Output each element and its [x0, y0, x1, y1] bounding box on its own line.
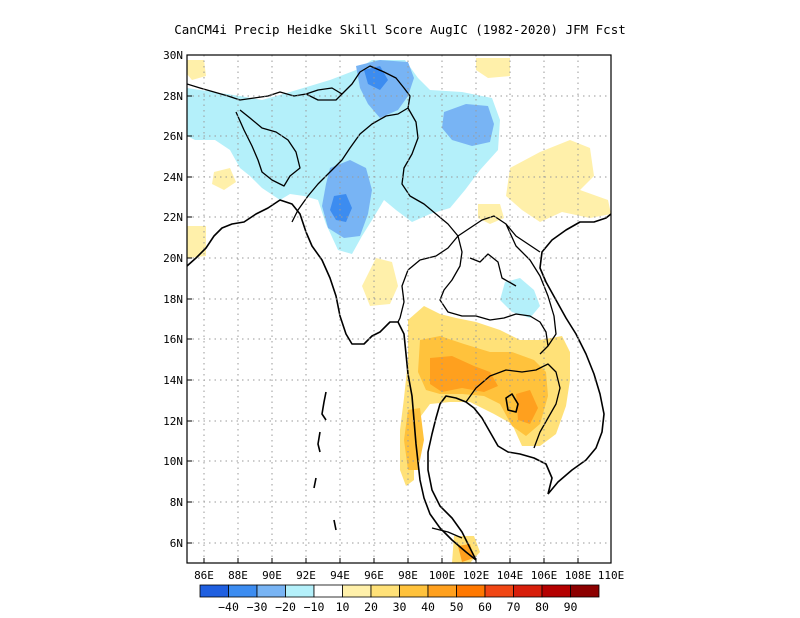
border-thailand-malaysia [431, 527, 463, 539]
colorbar-swatch [256, 584, 286, 598]
positive-skill-region-light-3 [362, 258, 398, 306]
lat-tick-label: 28N [163, 90, 183, 103]
lon-tick-label: 108E [565, 569, 592, 582]
colorbar-label: 50 [450, 600, 464, 614]
border-nepal-india [187, 83, 307, 101]
lat-tick-label: 24N [163, 171, 183, 184]
border-india-myanmar [291, 115, 387, 223]
colorbar-label: 90 [564, 600, 578, 614]
coast-gulf-thailand [427, 395, 553, 561]
map-gridlines [187, 55, 611, 563]
coast-vietnam [539, 213, 611, 495]
lat-tick-label: 20N [163, 252, 183, 265]
positive-skill-region-light-2 [506, 140, 611, 222]
colorbar-label: 70 [507, 600, 521, 614]
positive-skill-region-orange-light-2 [404, 408, 424, 470]
lon-tick-label: 100E [429, 569, 456, 582]
colorbar-swatch [313, 584, 343, 598]
map-frame [186, 54, 612, 564]
axis-ticks [187, 95, 579, 563]
map-title: CanCM4i Precip Heidke Skill Score AugIC … [174, 22, 626, 37]
lat-tick-label: 12N [163, 415, 183, 428]
colorbar-swatch [541, 584, 571, 598]
colorbar-swatch [570, 584, 600, 598]
skill-shading [187, 58, 611, 563]
colorbar-swatch [342, 584, 372, 598]
colorbar-label: 80 [535, 600, 549, 614]
colorbar-swatch [427, 584, 457, 598]
lon-tick-label: 86E [194, 569, 214, 582]
positive-skill-region-light-7 [478, 204, 504, 224]
lat-tick-label: 10N [163, 455, 183, 468]
colorbar-swatch [228, 584, 258, 598]
lon-tick-label: 106E [531, 569, 558, 582]
lat-tick-labels: 30N 28N 26N 24N 22N 20N 18N 16N 14N 12N … [163, 49, 183, 550]
colorbar [199, 584, 600, 598]
lon-tick-label: 96E [364, 569, 384, 582]
colorbar-swatch [513, 584, 543, 598]
coastlines [187, 199, 611, 561]
colorbar-swatch [199, 584, 229, 598]
lat-tick-label: 30N [163, 49, 183, 62]
positive-skill-region-light-1 [476, 58, 510, 78]
lon-tick-label: 104E [497, 569, 524, 582]
lon-tick-label: 102E [463, 569, 490, 582]
lon-tick-label: 88E [228, 569, 248, 582]
colorbar-label: 40 [421, 600, 435, 614]
colorbar-label: −20 [275, 600, 296, 614]
coast-bengal-bay [187, 199, 477, 561]
colorbar-label: −30 [247, 600, 268, 614]
lon-tick-label: 90E [262, 569, 282, 582]
lon-tick-labels: 86E 88E 90E 92E 94E 96E 98E 100E 102E 10… [194, 569, 624, 582]
lat-tick-label: 16N [163, 333, 183, 346]
colorbar-label: −40 [218, 600, 239, 614]
lon-tick-label: 92E [296, 569, 316, 582]
positive-skill-region-orange-2 [516, 390, 538, 424]
country-borders [187, 65, 561, 539]
border-laos-thailand [439, 235, 549, 347]
lat-tick-label: 22N [163, 211, 183, 224]
lon-tick-label: 110E [598, 569, 625, 582]
positive-skill-region-light-4 [187, 226, 206, 258]
colorbar-swatch [285, 584, 315, 598]
border-bangladesh [235, 109, 301, 187]
negative-skill-region-dark-2 [330, 194, 352, 222]
negative-skill-region-light-2 [500, 278, 540, 318]
border-cambodia [465, 363, 561, 449]
colorbar-label: 20 [364, 600, 378, 614]
negative-skill-region-mid-3 [442, 104, 494, 146]
colorbar-label: 60 [478, 600, 492, 614]
colorbar-swatch [399, 584, 429, 598]
colorbar-swatch [370, 584, 400, 598]
negative-skill-region-dark [364, 66, 388, 90]
lat-tick-label: 14N [163, 374, 183, 387]
andaman-islands [313, 391, 337, 531]
lat-tick-label: 6N [170, 537, 183, 550]
border-laos-internal [469, 253, 517, 287]
colorbar-swatch [484, 584, 514, 598]
lat-tick-label: 26N [163, 130, 183, 143]
colorbar-swatch [456, 584, 486, 598]
colorbar-label: 10 [336, 600, 350, 614]
positive-skill-region-light-5 [212, 168, 236, 190]
lat-tick-label: 8N [170, 496, 183, 509]
border-laos-china [457, 215, 541, 253]
colorbar-labels: −40 −30 −20 −10 10 20 30 40 50 60 70 80 90 [218, 600, 577, 614]
border-laos-vietnam [505, 223, 557, 355]
colorbar-label: 30 [393, 600, 407, 614]
border-china-india [341, 65, 411, 117]
lon-tick-label: 98E [398, 569, 418, 582]
lon-tick-label: 94E [330, 569, 350, 582]
positive-skill-region-light-6 [187, 60, 206, 80]
lat-tick-label: 18N [163, 293, 183, 306]
colorbar-label: −10 [304, 600, 325, 614]
tonle-sap [505, 393, 519, 413]
